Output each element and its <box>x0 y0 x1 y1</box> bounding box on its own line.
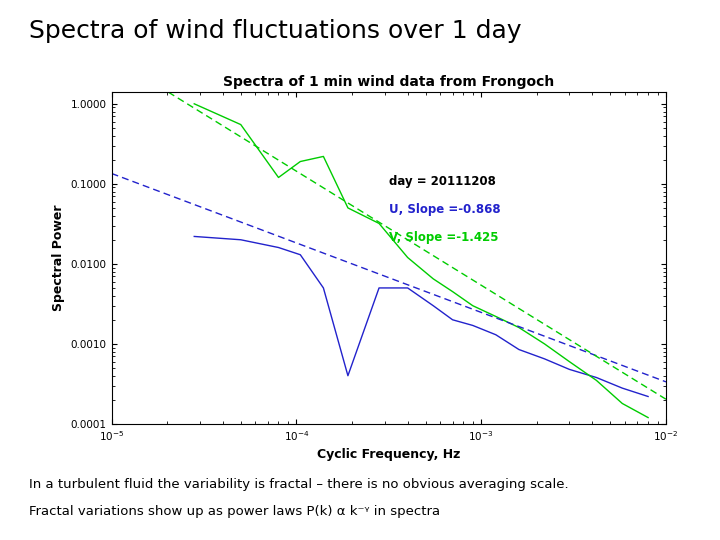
X-axis label: Cyclic Frequency, Hz: Cyclic Frequency, Hz <box>317 448 461 461</box>
Text: In a turbulent fluid the variability is fractal – there is no obvious averaging : In a turbulent fluid the variability is … <box>29 478 568 491</box>
Title: Spectra of 1 min wind data from Frongoch: Spectra of 1 min wind data from Frongoch <box>223 75 554 89</box>
Text: Fractal variations show up as power laws P(k) α k⁻ᵞ in spectra: Fractal variations show up as power laws… <box>29 505 440 518</box>
Y-axis label: Spectral Power: Spectral Power <box>52 205 66 311</box>
Text: V, Slope =-1.425: V, Slope =-1.425 <box>389 231 498 244</box>
Text: day = 20111208: day = 20111208 <box>389 175 495 188</box>
Text: U, Slope =-0.868: U, Slope =-0.868 <box>389 203 500 216</box>
Text: Spectra of wind fluctuations over 1 day: Spectra of wind fluctuations over 1 day <box>29 19 521 43</box>
